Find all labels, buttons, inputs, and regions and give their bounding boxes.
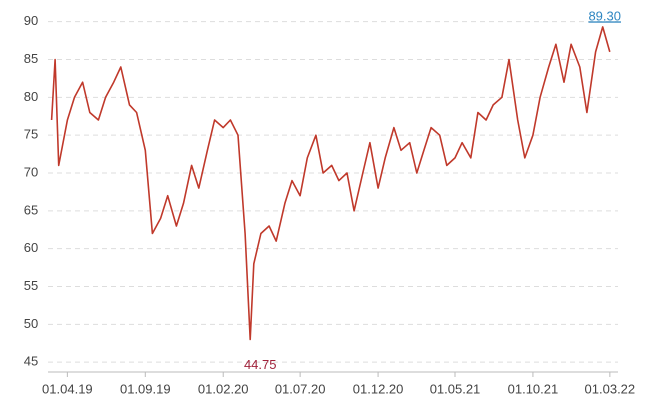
line-series	[50, 26, 611, 341]
x-tick-label: 01.10.21	[508, 381, 559, 396]
x-tick-label: 01.02.20	[198, 381, 249, 396]
y-tick-label: 45	[24, 354, 38, 369]
y-tick-label: 75	[24, 127, 38, 142]
y-tick-label: 50	[24, 316, 38, 331]
max-annotation: 89.30	[588, 8, 621, 23]
x-tick-label: 01.12.20	[353, 381, 404, 396]
y-tick-label: 85	[24, 51, 38, 66]
y-tick-label: 90	[24, 13, 38, 28]
y-tick-label: 70	[24, 164, 38, 179]
y-tick-label: 55	[24, 278, 38, 293]
x-tick-label: 01.03.22	[585, 381, 636, 396]
x-tick-label: 01.07.20	[275, 381, 326, 396]
x-tick-label: 01.05.21	[430, 381, 481, 396]
y-tick-label: 65	[24, 202, 38, 217]
y-tick-label: 60	[24, 240, 38, 255]
y-tick-label: 80	[24, 89, 38, 104]
x-tick-label: 01.09.19	[120, 381, 171, 396]
x-tick-label: 01.04.19	[42, 381, 93, 396]
min-annotation: 44.75	[244, 357, 277, 372]
